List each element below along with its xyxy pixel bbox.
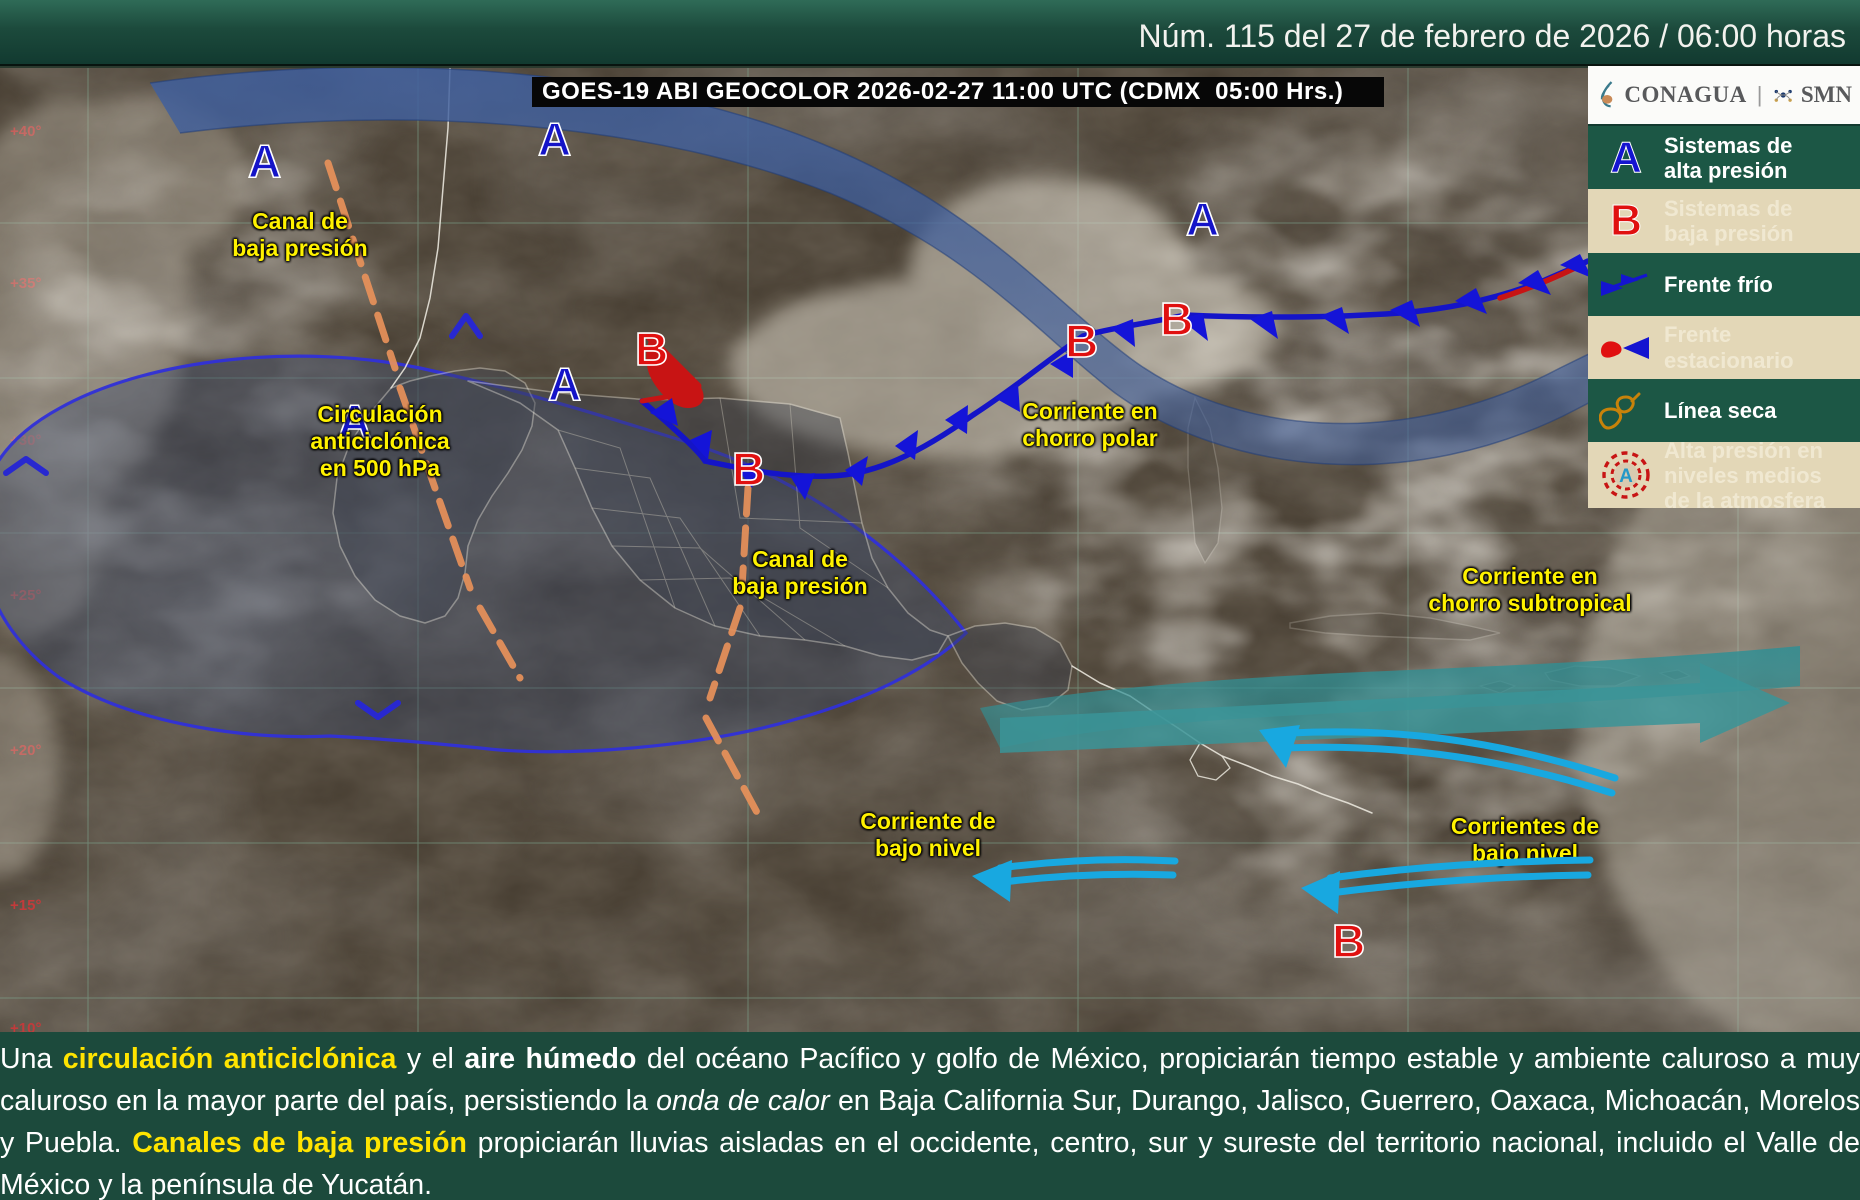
svg-text:A: A — [1619, 466, 1633, 487]
